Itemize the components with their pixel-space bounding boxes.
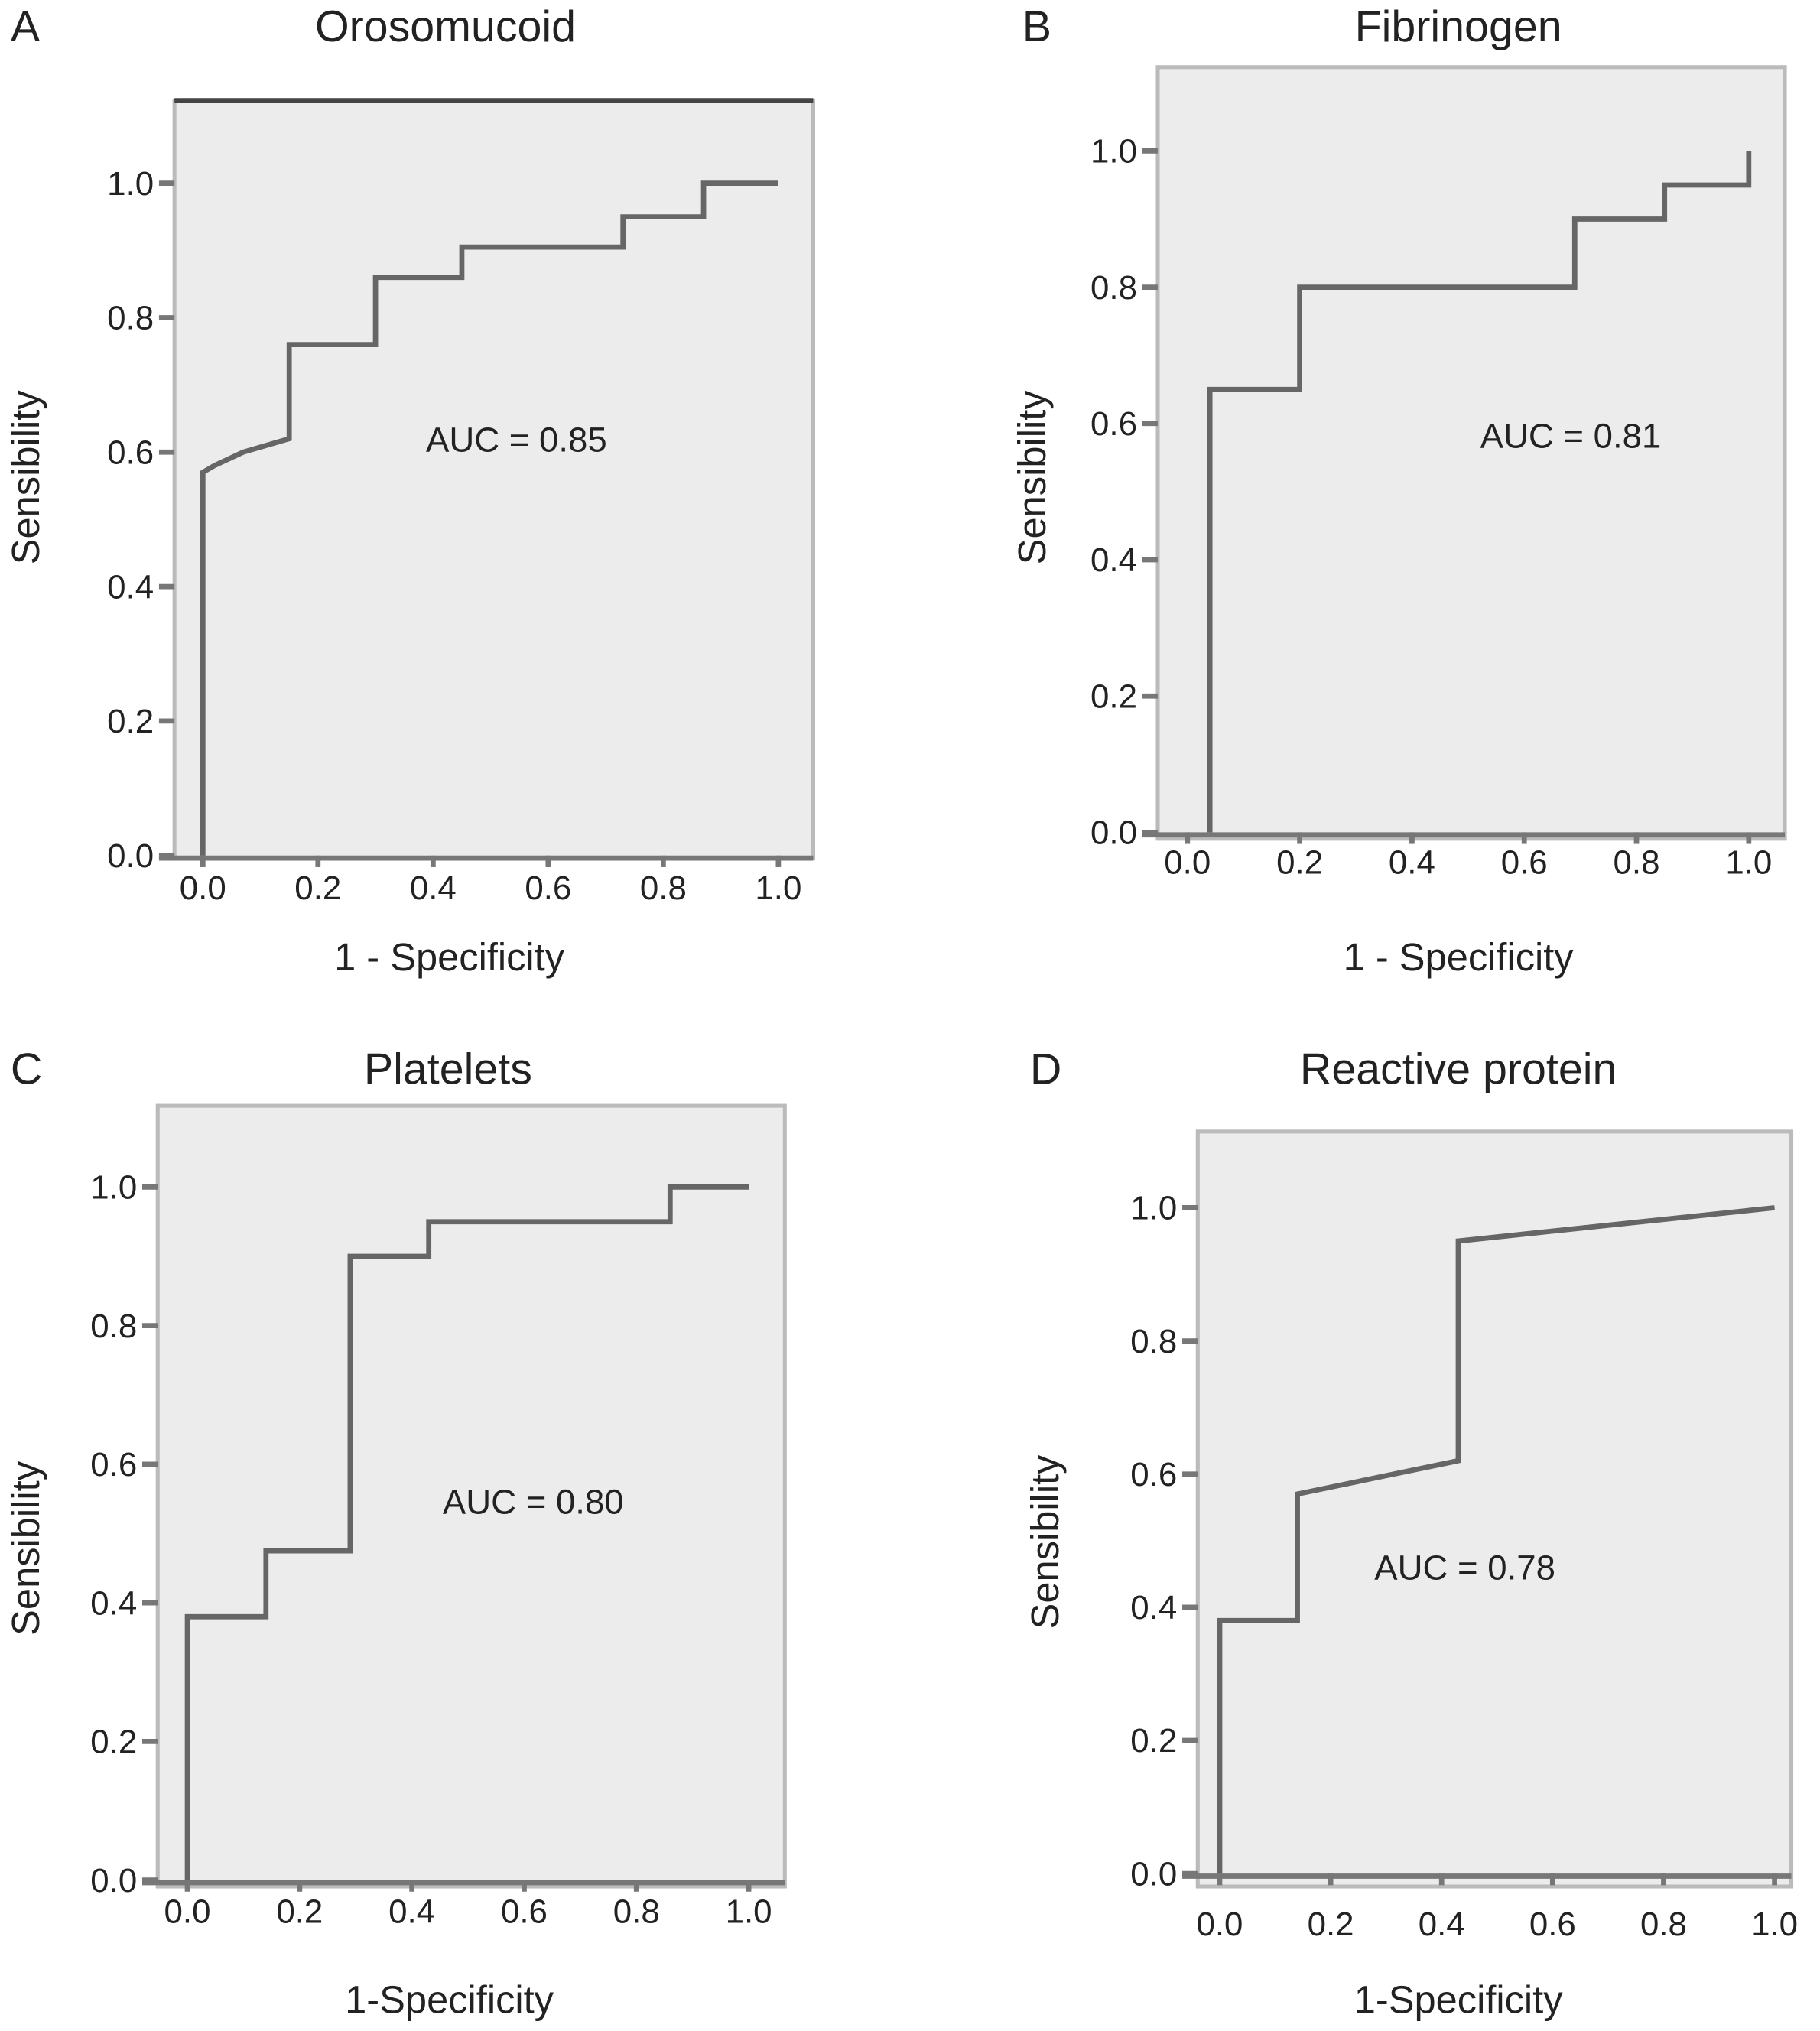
y-tick-label: 0.8 bbox=[1130, 1323, 1177, 1360]
y-tick-label: 0.2 bbox=[1090, 678, 1137, 715]
y-tick-label: 0.6 bbox=[1090, 405, 1137, 443]
y-tick-label: 0.4 bbox=[107, 568, 154, 606]
y-tick-label: 0.2 bbox=[107, 703, 154, 740]
panel-a: 0.0 0.2 0.4 0.6 0.8 1.0 0.0 0.2 0.4 0.6 0.8 1.0 Oros… bbox=[4, 2, 815, 979]
roc-curve bbox=[200, 180, 778, 856]
y-axis-label: Sensibility bbox=[1023, 1454, 1067, 1630]
x-tick-label: 1.0 bbox=[1751, 1906, 1798, 1943]
y-tick-label: 0.4 bbox=[1090, 541, 1137, 579]
y-tick-label: 0.6 bbox=[90, 1446, 137, 1483]
roc-curve bbox=[184, 1184, 749, 1880]
roc-curve bbox=[1207, 151, 1752, 833]
y-tick-label: 0.0 bbox=[107, 837, 154, 875]
x-tick-label: 0.6 bbox=[525, 869, 571, 907]
x-tick-label: 1.0 bbox=[726, 1893, 772, 1930]
x-tick-label: 0.8 bbox=[640, 869, 687, 907]
y-tick-label: 0.0 bbox=[1130, 1855, 1177, 1893]
panel-letter: C bbox=[11, 1045, 42, 1093]
chart-title: Reactive protein bbox=[1300, 1045, 1617, 1093]
y-tick-label: 0.4 bbox=[90, 1584, 137, 1622]
auc-annotation: AUC = 0.81 bbox=[1480, 417, 1662, 456]
auc-annotation: AUC = 0.80 bbox=[443, 1482, 624, 1521]
x-tick-label: 0.0 bbox=[164, 1893, 211, 1930]
y-axis-label: Sensibility bbox=[1010, 390, 1054, 565]
auc-annotation: AUC = 0.78 bbox=[1374, 1548, 1555, 1587]
panel-letter: A bbox=[11, 2, 41, 51]
y-tick-label: 0.2 bbox=[90, 1724, 137, 1761]
y-tick-label: 1.0 bbox=[107, 165, 154, 203]
y-tick-label: 1.0 bbox=[90, 1169, 137, 1207]
x-axis-label: 1 - Specificity bbox=[334, 935, 565, 979]
x-tick-label: 0.2 bbox=[294, 869, 341, 907]
x-tick-label: 0.0 bbox=[180, 869, 226, 907]
x-tick-label: 0.4 bbox=[1419, 1906, 1465, 1943]
y-tick-label: 1.0 bbox=[1130, 1190, 1177, 1227]
x-tick-label: 0.8 bbox=[1614, 843, 1660, 881]
x-tick-label: 0.4 bbox=[410, 869, 457, 907]
panel-d: 0.0 0.2 0.4 0.6 0.8 1.0 0.0 0.2 0.4 0.6 0.8 1.0 Reac… bbox=[1023, 1045, 1798, 2021]
panel-letter: B bbox=[1022, 2, 1051, 51]
plot-area bbox=[1195, 1129, 1794, 1889]
x-axis-label: 1-Specificity bbox=[1354, 1977, 1564, 2021]
y-tick-label: 0.2 bbox=[1130, 1722, 1177, 1760]
y-axis-label: Sensibility bbox=[4, 390, 47, 565]
y-tick-label: 0.8 bbox=[90, 1308, 137, 1345]
x-tick-label: 1.0 bbox=[755, 869, 801, 907]
x-axis-label: 1 - Specificity bbox=[1344, 935, 1575, 979]
chart-title: Fibrinogen bbox=[1355, 2, 1562, 51]
panel-letter: D bbox=[1030, 1045, 1061, 1093]
y-tick-label: 0.6 bbox=[107, 434, 154, 471]
x-tick-label: 0.0 bbox=[1164, 843, 1211, 881]
y-tick-label: 0.8 bbox=[1090, 269, 1137, 307]
x-tick-label: 0.2 bbox=[1308, 1906, 1354, 1943]
plot-area bbox=[155, 1103, 787, 1889]
auc-annotation: AUC = 0.85 bbox=[426, 421, 607, 460]
plot-area bbox=[172, 99, 815, 860]
x-tick-label: 0.6 bbox=[1501, 843, 1548, 881]
chart-title: Platelets bbox=[364, 1045, 532, 1093]
y-tick-label: 0.6 bbox=[1130, 1456, 1177, 1493]
panel-b: 0.0 0.2 0.4 0.6 0.8 1.0 0.0 0.2 0.4 0.6 0.8 1.0 Fibr… bbox=[1010, 2, 1787, 979]
x-tick-label: 0.6 bbox=[1529, 1906, 1576, 1943]
y-tick-label: 0.4 bbox=[1130, 1589, 1177, 1626]
plot-area bbox=[1155, 65, 1787, 841]
chart-title: Orosomucoid bbox=[315, 2, 576, 51]
x-tick-label: 0.6 bbox=[501, 1893, 548, 1930]
y-tick-label: 0.8 bbox=[107, 300, 154, 337]
x-tick-label: 0.2 bbox=[276, 1893, 323, 1930]
x-tick-label: 0.8 bbox=[1640, 1906, 1687, 1943]
y-axis-label: Sensibility bbox=[4, 1461, 47, 1636]
x-tick-label: 1.0 bbox=[1725, 843, 1772, 881]
x-tick-label: 0.2 bbox=[1276, 843, 1323, 881]
roc-curve bbox=[1217, 1205, 1775, 1874]
y-tick-label: 0.0 bbox=[1090, 814, 1137, 852]
x-tick-label: 0.8 bbox=[613, 1893, 660, 1930]
x-tick-label: 0.0 bbox=[1196, 1906, 1243, 1943]
y-tick-label: 0.0 bbox=[90, 1862, 137, 1899]
x-axis-label: 1-Specificity bbox=[345, 1977, 554, 2021]
x-tick-label: 0.4 bbox=[1389, 843, 1435, 881]
y-tick-label: 1.0 bbox=[1090, 133, 1137, 171]
panel-c: 0.0 0.2 0.4 0.6 0.8 1.0 0.0 0.2 0.4 0.6 0.8 1.0 Plat… bbox=[4, 1045, 787, 2021]
x-tick-label: 0.4 bbox=[388, 1893, 435, 1930]
